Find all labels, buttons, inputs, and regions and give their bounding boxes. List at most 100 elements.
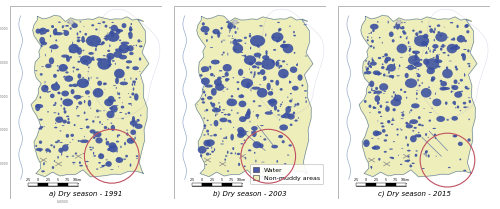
Ellipse shape	[46, 29, 50, 32]
Text: 630000: 630000	[57, 200, 69, 204]
Ellipse shape	[109, 107, 113, 110]
Ellipse shape	[88, 100, 92, 107]
Ellipse shape	[246, 111, 250, 116]
Ellipse shape	[407, 155, 410, 157]
Ellipse shape	[464, 86, 468, 89]
Ellipse shape	[226, 21, 230, 23]
Ellipse shape	[40, 73, 42, 76]
Ellipse shape	[429, 98, 431, 99]
Ellipse shape	[260, 69, 266, 75]
Ellipse shape	[379, 37, 380, 38]
Ellipse shape	[82, 60, 87, 63]
Ellipse shape	[124, 142, 126, 145]
Ellipse shape	[288, 106, 292, 108]
Ellipse shape	[292, 86, 298, 91]
Ellipse shape	[266, 54, 267, 57]
Ellipse shape	[404, 91, 406, 93]
Text: 1740000: 1740000	[0, 95, 8, 99]
Ellipse shape	[131, 104, 132, 106]
Ellipse shape	[78, 74, 82, 79]
Ellipse shape	[76, 115, 80, 117]
Ellipse shape	[408, 159, 410, 161]
Ellipse shape	[104, 25, 108, 28]
Ellipse shape	[108, 128, 109, 130]
Ellipse shape	[59, 142, 63, 143]
Ellipse shape	[462, 53, 466, 61]
Ellipse shape	[414, 134, 421, 138]
Ellipse shape	[278, 37, 280, 39]
Bar	[232, 183, 241, 186]
Ellipse shape	[65, 25, 69, 27]
Ellipse shape	[140, 41, 142, 42]
Ellipse shape	[298, 117, 299, 119]
Ellipse shape	[51, 49, 52, 52]
Ellipse shape	[464, 73, 465, 75]
Ellipse shape	[54, 32, 63, 35]
Ellipse shape	[412, 29, 414, 32]
Ellipse shape	[305, 97, 306, 98]
Ellipse shape	[423, 34, 428, 38]
Ellipse shape	[58, 113, 59, 115]
Ellipse shape	[432, 108, 433, 109]
Ellipse shape	[116, 29, 120, 34]
Ellipse shape	[107, 50, 110, 52]
Ellipse shape	[420, 59, 422, 61]
Text: 5: 5	[57, 178, 59, 182]
Ellipse shape	[270, 110, 272, 112]
Ellipse shape	[48, 111, 49, 113]
Ellipse shape	[468, 65, 470, 67]
Ellipse shape	[426, 43, 428, 46]
Ellipse shape	[120, 146, 122, 148]
Ellipse shape	[428, 87, 430, 88]
Ellipse shape	[394, 94, 396, 97]
Ellipse shape	[390, 99, 401, 106]
Ellipse shape	[426, 67, 435, 74]
Ellipse shape	[103, 83, 106, 85]
Ellipse shape	[64, 110, 66, 114]
Ellipse shape	[380, 116, 382, 117]
Ellipse shape	[244, 166, 246, 167]
Ellipse shape	[123, 158, 126, 160]
Ellipse shape	[282, 140, 285, 143]
Text: 1700000: 1700000	[0, 162, 8, 166]
Ellipse shape	[117, 134, 118, 138]
Ellipse shape	[366, 68, 368, 71]
Ellipse shape	[57, 65, 58, 67]
Ellipse shape	[402, 30, 406, 33]
Ellipse shape	[136, 158, 138, 159]
Ellipse shape	[140, 114, 141, 116]
Ellipse shape	[407, 150, 410, 152]
Ellipse shape	[418, 136, 421, 137]
Ellipse shape	[106, 111, 114, 118]
Ellipse shape	[206, 152, 210, 156]
Ellipse shape	[51, 25, 54, 28]
Ellipse shape	[49, 150, 51, 153]
Ellipse shape	[290, 66, 298, 73]
Ellipse shape	[468, 119, 470, 120]
Ellipse shape	[288, 113, 290, 116]
Ellipse shape	[115, 105, 118, 106]
Ellipse shape	[62, 125, 64, 126]
Ellipse shape	[237, 127, 244, 133]
Ellipse shape	[382, 56, 384, 57]
Ellipse shape	[367, 36, 368, 38]
Ellipse shape	[412, 130, 414, 132]
Ellipse shape	[372, 147, 375, 149]
Ellipse shape	[139, 71, 140, 72]
Ellipse shape	[268, 91, 273, 96]
Ellipse shape	[218, 102, 220, 104]
Ellipse shape	[200, 154, 202, 157]
Ellipse shape	[400, 36, 402, 38]
Ellipse shape	[211, 60, 220, 64]
Ellipse shape	[400, 129, 402, 130]
Ellipse shape	[118, 166, 119, 167]
Ellipse shape	[414, 154, 418, 157]
Ellipse shape	[197, 104, 198, 105]
Ellipse shape	[268, 100, 276, 104]
Ellipse shape	[58, 156, 59, 159]
Ellipse shape	[82, 77, 84, 78]
Ellipse shape	[272, 145, 278, 148]
Ellipse shape	[244, 113, 250, 119]
Ellipse shape	[372, 145, 380, 150]
Bar	[48, 183, 58, 186]
